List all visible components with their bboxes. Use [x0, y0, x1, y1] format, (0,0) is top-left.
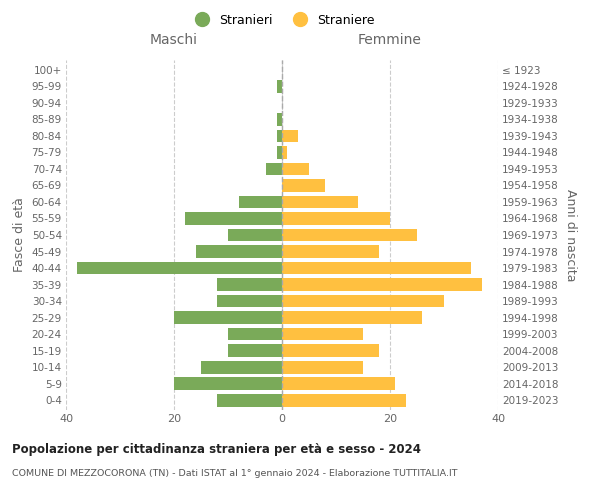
- Bar: [282, 311, 422, 324]
- Y-axis label: Fasce di età: Fasce di età: [13, 198, 26, 272]
- Bar: [282, 344, 379, 357]
- Legend: Stranieri, Straniere: Stranieri, Straniere: [184, 8, 380, 32]
- Text: COMUNE DI MEZZOCORONA (TN) - Dati ISTAT al 1° gennaio 2024 - Elaborazione TUTTIT: COMUNE DI MEZZOCORONA (TN) - Dati ISTAT …: [12, 469, 458, 478]
- Bar: [174, 377, 282, 390]
- Text: Popolazione per cittadinanza straniera per età e sesso - 2024: Popolazione per cittadinanza straniera p…: [12, 442, 421, 456]
- Bar: [277, 113, 282, 126]
- Bar: [277, 130, 282, 142]
- Bar: [277, 80, 282, 93]
- Bar: [239, 196, 282, 208]
- Bar: [185, 212, 282, 225]
- Bar: [201, 360, 282, 374]
- Text: Maschi: Maschi: [150, 33, 198, 47]
- Bar: [282, 212, 390, 225]
- Bar: [282, 196, 358, 208]
- Bar: [282, 377, 395, 390]
- Bar: [282, 179, 325, 192]
- Bar: [217, 294, 282, 308]
- Bar: [282, 360, 363, 374]
- Bar: [217, 394, 282, 406]
- Bar: [277, 146, 282, 159]
- Bar: [77, 262, 282, 274]
- Bar: [228, 228, 282, 241]
- Bar: [282, 394, 406, 406]
- Bar: [282, 245, 379, 258]
- Bar: [228, 328, 282, 340]
- Bar: [282, 328, 363, 340]
- Bar: [282, 294, 444, 308]
- Bar: [282, 278, 482, 291]
- Bar: [228, 344, 282, 357]
- Bar: [282, 130, 298, 142]
- Bar: [282, 162, 309, 175]
- Bar: [266, 162, 282, 175]
- Bar: [217, 278, 282, 291]
- Bar: [282, 262, 471, 274]
- Text: Femmine: Femmine: [358, 33, 422, 47]
- Bar: [196, 245, 282, 258]
- Y-axis label: Anni di nascita: Anni di nascita: [565, 188, 577, 281]
- Bar: [174, 311, 282, 324]
- Bar: [282, 146, 287, 159]
- Bar: [282, 228, 417, 241]
